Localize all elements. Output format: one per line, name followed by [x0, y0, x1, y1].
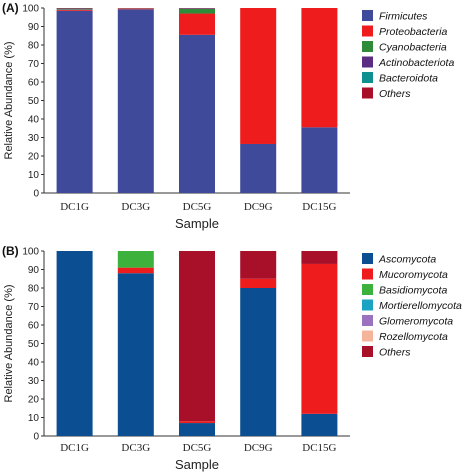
- bar-segment-ascomycota: [56, 251, 93, 436]
- bar-segment-cyanobacteria: [56, 9, 93, 10]
- y-tick-label: 50: [28, 339, 40, 350]
- chart-panel-b: (B) 0 10 20 30 40 50 60 70 80 90 100 Relative Abunda…: [2, 244, 462, 472]
- bar-segment-mucoromycota: [117, 267, 154, 274]
- x-tick-label: DC9G: [244, 201, 273, 213]
- legend-label: Proteobacteria: [379, 26, 447, 38]
- legend: Ascomycota Mucoromycota Basidiomycota Morti…: [362, 253, 462, 359]
- y-tick-label: 100: [22, 4, 39, 15]
- bar-segment-others: [56, 8, 93, 9]
- y-tick-label: 30: [28, 133, 40, 144]
- x-tick-label: DC1G: [60, 201, 89, 213]
- y-tick-label: 40: [28, 358, 40, 369]
- bar-segment-proteobacteria: [117, 8, 154, 10]
- y-tick-label: 0: [33, 432, 39, 443]
- y-tick-label: 60: [28, 78, 40, 89]
- x-tick-label: DC3G: [121, 442, 150, 454]
- bar-segment-ascomycota: [179, 423, 215, 436]
- legend-swatch: [362, 346, 373, 357]
- legend-swatch: [362, 253, 373, 264]
- y-tick-label: 60: [28, 321, 40, 332]
- legend-swatch: [362, 315, 373, 326]
- bar-segment-ascomycota: [301, 413, 338, 436]
- legend-swatch: [362, 10, 373, 21]
- bar-segment-ascomycota: [117, 273, 154, 436]
- y-tick-label: 90: [28, 22, 40, 33]
- legend-swatch: [362, 25, 373, 37]
- bar-segment-others: [240, 251, 277, 279]
- legend-label: Ascomycota: [378, 254, 436, 266]
- bar-segment-mucoromycota: [179, 421, 215, 424]
- legend-swatch: [362, 268, 373, 280]
- y-tick-label: 10: [28, 170, 40, 181]
- bar-segment-proteobacteria: [301, 8, 338, 128]
- legend-label: Mucoromycota: [379, 269, 448, 281]
- legend-label: Glomeromycota: [379, 316, 453, 328]
- y-tick-label: 70: [28, 59, 40, 70]
- x-tick-label: DC15G: [302, 442, 336, 454]
- panel-label: (B): [2, 244, 19, 258]
- bar-segment-ascomycota: [240, 288, 277, 436]
- bar-segment-proteobacteria: [56, 9, 93, 11]
- legend-label: Actinobacteriota: [378, 57, 454, 69]
- bar-segment-firmicutes: [56, 10, 93, 194]
- y-tick-label: 100: [22, 247, 39, 258]
- bar-segment-cyanobacteria: [179, 8, 215, 14]
- legend-swatch: [362, 56, 373, 68]
- x-axis-title: Sample: [175, 457, 219, 472]
- bar-segment-basidiomycota: [117, 251, 154, 268]
- chart-panel-a: (A) 0 10 20 30 40 50 60 70 80 90 100 Relative Abunda…: [2, 1, 454, 231]
- bar-segment-others: [179, 251, 215, 422]
- bar-segment-firmicutes: [179, 34, 215, 194]
- bar-segment-mucoromycota: [301, 263, 338, 414]
- legend-swatch: [362, 299, 373, 311]
- y-axis-title: Relative Abundance (%): [3, 284, 15, 402]
- legend-swatch: [362, 72, 373, 83]
- y-tick-label: 0: [33, 189, 39, 200]
- x-axis-title: Sample: [175, 216, 219, 231]
- x-tick-label: DC3G: [121, 201, 150, 213]
- legend-swatch: [362, 41, 373, 52]
- bar-segment-proteobacteria: [240, 8, 277, 144]
- x-tick-label: DC1G: [60, 442, 89, 454]
- legend-label: Rozellomycota: [379, 331, 448, 343]
- panel-label: (A): [2, 1, 19, 15]
- y-tick-label: 30: [28, 376, 40, 387]
- y-tick-label: 40: [28, 115, 40, 126]
- legend-swatch: [362, 284, 373, 295]
- bar-segment-proteobacteria: [179, 13, 215, 35]
- x-tick-label: DC5G: [183, 201, 212, 213]
- legend-label: Basidiomycota: [379, 285, 447, 297]
- x-tick-label: DC15G: [302, 201, 336, 213]
- x-tick-label: DC5G: [183, 442, 212, 454]
- bar-segment-others: [301, 251, 338, 264]
- x-tick-label: DC9G: [244, 442, 273, 454]
- legend-label: Mortierellomycota: [379, 300, 462, 312]
- y-tick-label: 20: [28, 152, 40, 163]
- y-tick-label: 70: [28, 302, 40, 313]
- bar-segment-firmicutes: [240, 143, 277, 193]
- y-tick-label: 20: [28, 395, 40, 406]
- legend-label: Bacteroidota: [379, 73, 438, 85]
- y-tick-label: 50: [28, 96, 40, 107]
- legend-swatch: [362, 330, 373, 342]
- legend: Firmicutes Proteobacteria Cyanobacteria Act…: [362, 10, 454, 100]
- legend-label: Others: [379, 347, 411, 359]
- bar-segment-mucoromycota: [240, 278, 277, 288]
- bar-segment-firmicutes: [301, 127, 338, 193]
- legend-label: Cyanobacteria: [379, 42, 447, 54]
- legend-swatch: [362, 87, 373, 99]
- bar-segment-firmicutes: [117, 9, 154, 194]
- y-tick-label: 80: [28, 284, 40, 295]
- legend-label: Firmicutes: [379, 11, 428, 23]
- y-tick-label: 80: [28, 41, 40, 52]
- y-tick-label: 10: [28, 413, 40, 424]
- y-axis-title: Relative Abundance (%): [3, 41, 15, 159]
- y-tick-label: 90: [28, 265, 40, 276]
- legend-label: Others: [379, 88, 411, 100]
